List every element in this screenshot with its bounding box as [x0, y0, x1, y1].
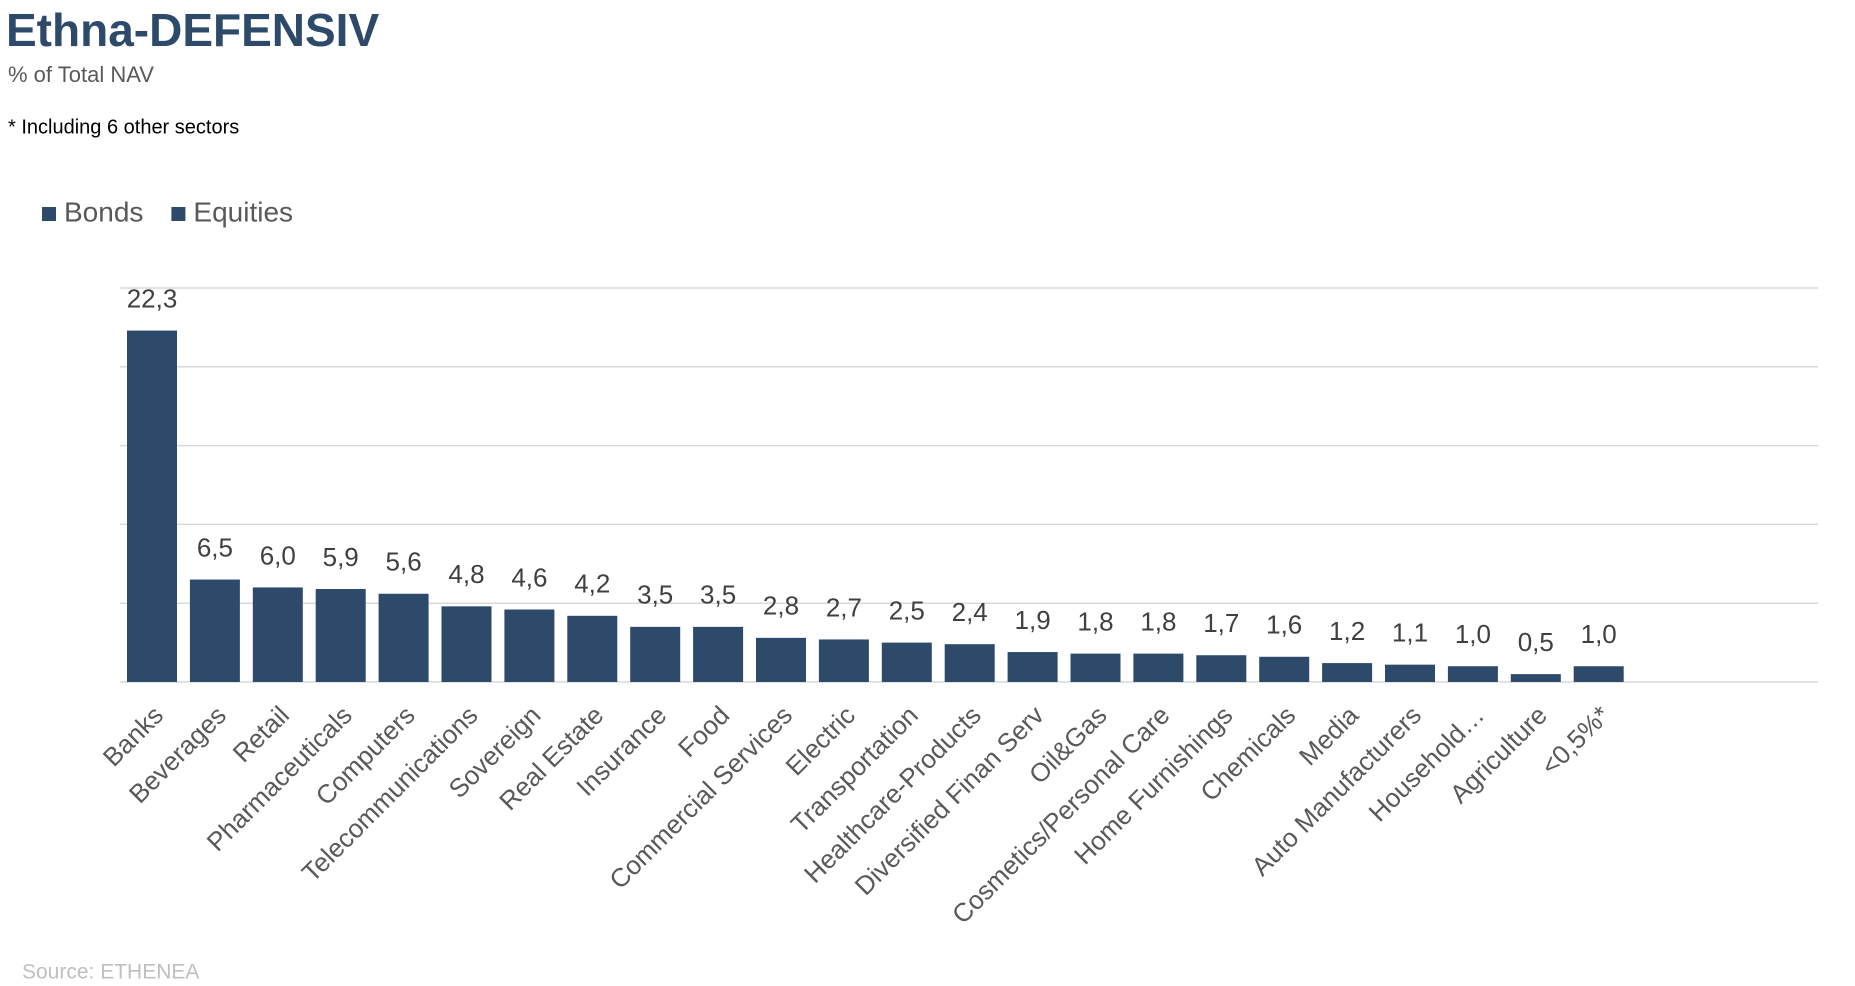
bar [252, 587, 303, 682]
value-label: 6,0 [260, 540, 296, 570]
value-label: 1,7 [1203, 608, 1239, 638]
bar [1007, 652, 1058, 682]
chart-subtitle: % of Total NAV [8, 62, 154, 87]
value-label: 5,6 [386, 547, 422, 577]
chart-title: Ethna-DEFENSIV [6, 4, 379, 56]
bar [1070, 653, 1121, 682]
bar [756, 637, 806, 682]
value-label: 1,8 [1077, 607, 1113, 637]
value-label: 3,5 [700, 580, 736, 610]
source: Source: ETHENEA [22, 961, 199, 984]
value-label: 0,5 [1518, 627, 1554, 657]
value-label: 4,2 [574, 569, 610, 599]
bar [504, 609, 555, 682]
bar [1573, 666, 1624, 682]
value-label: 3,5 [637, 580, 673, 610]
value-label: 2,5 [889, 595, 925, 625]
bar [378, 593, 429, 682]
value-label: 1,8 [1140, 607, 1176, 637]
bar [1322, 663, 1373, 682]
bar [944, 644, 995, 682]
value-label: 4,8 [448, 559, 484, 589]
note: * Including 6 other sectors [8, 116, 239, 138]
bar [567, 615, 618, 682]
bar [1510, 674, 1561, 682]
value-label: 2,7 [826, 592, 862, 622]
value-label: 5,9 [323, 542, 359, 572]
value-label: 1,0 [1455, 619, 1491, 649]
value-label: 2,4 [952, 597, 988, 627]
bar [315, 589, 366, 682]
value-label: 1,9 [1015, 605, 1051, 635]
bar [189, 579, 240, 682]
bar [693, 626, 744, 682]
value-label: 1,1 [1392, 618, 1428, 648]
value-label: 6,5 [197, 532, 233, 562]
legend-label: Equities [193, 196, 293, 227]
x-tick-label: <0,5%* [1535, 700, 1616, 781]
value-label: 1,0 [1581, 619, 1617, 649]
bar [818, 639, 869, 682]
bar [1259, 656, 1310, 682]
bar [1447, 666, 1498, 682]
value-label: 4,6 [511, 562, 547, 592]
value-label: 1,2 [1329, 616, 1365, 646]
legend-label: Bonds [64, 196, 143, 227]
legend-swatch [42, 207, 56, 221]
bar [881, 642, 932, 682]
value-label: 22,3 [127, 283, 178, 313]
legend-swatch [171, 207, 186, 221]
bar [127, 330, 177, 682]
bar [1196, 655, 1247, 682]
bar [1385, 664, 1435, 682]
value-label: 1,6 [1266, 610, 1302, 640]
value-label: 2,8 [763, 591, 799, 621]
bar [1133, 653, 1184, 682]
bar [630, 626, 681, 682]
bar [441, 606, 492, 682]
